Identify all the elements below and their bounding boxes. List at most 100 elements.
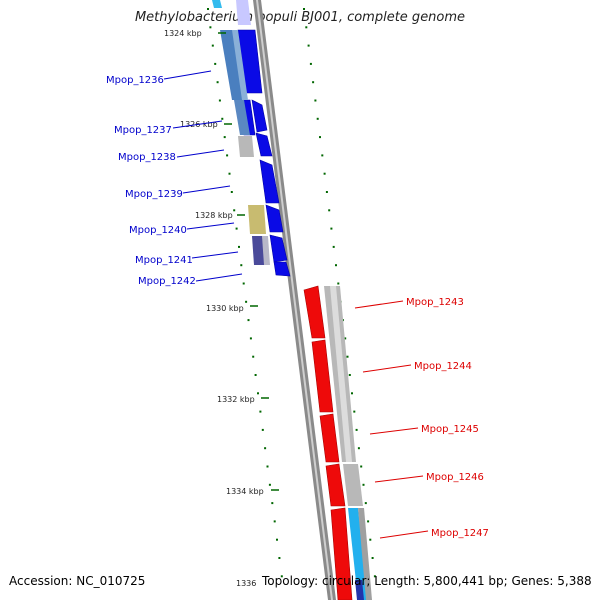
gene-label-mpop-1242[interactable]: Mpop_1242 <box>138 276 196 287</box>
tick-dot <box>332 245 335 248</box>
tick-dot <box>309 62 312 65</box>
forward-gene-labels: Mpop_1236 Mpop_1237 Mpop_1238 Mpop_1239 … <box>106 70 243 287</box>
tick-dot <box>323 172 326 175</box>
tick-dot <box>226 154 229 157</box>
tick-dot <box>235 227 238 230</box>
tick-dot <box>373 575 376 578</box>
tick-dot <box>278 557 281 559</box>
gene-arrow-mpop-1238[interactable] <box>255 132 273 157</box>
gene-label-mpop-1239[interactable]: Mpop_1239 <box>125 189 183 200</box>
leader-line-1246 <box>374 475 424 483</box>
gene-label-mpop-1244[interactable]: Mpop_1244 <box>414 361 472 372</box>
cds-box-1237 <box>234 100 250 135</box>
gene-arrow-mpop-1238a[interactable] <box>251 99 268 133</box>
gene-label-mpop-1236[interactable]: Mpop_1236 <box>106 75 164 86</box>
tick-dot <box>335 264 337 267</box>
tick-dot <box>211 44 214 47</box>
tick-dot <box>209 26 212 29</box>
tick-dot <box>273 520 276 523</box>
gene-label-mpop-1245[interactable]: Mpop_1245 <box>421 424 479 435</box>
gene-label-mpop-1243[interactable]: Mpop_1243 <box>406 297 464 308</box>
gene-label-mpop-1240[interactable]: Mpop_1240 <box>129 225 187 236</box>
tick-dot <box>328 209 331 212</box>
cds-box-1240 <box>248 205 266 234</box>
leader-line-1241 <box>191 251 239 259</box>
tick-dot <box>319 136 321 139</box>
cds-box-1247 <box>348 508 368 600</box>
tick-dot <box>357 447 360 450</box>
gene-label-mpop-1238[interactable]: Mpop_1238 <box>118 152 176 163</box>
tick-dot <box>360 465 363 468</box>
gene-arrow-mpop-1239[interactable] <box>259 159 280 204</box>
tick-dot <box>271 502 274 505</box>
gene-label-mpop-1246[interactable]: Mpop_1246 <box>426 472 484 483</box>
leader-line-1245 <box>369 427 419 435</box>
tick-dot <box>228 172 231 175</box>
cds-box-1241-light <box>262 236 270 265</box>
tick-dot <box>348 374 351 376</box>
cds-box-1238 <box>238 136 254 157</box>
tick-dot <box>245 300 248 303</box>
tick-dot <box>344 337 347 340</box>
gene-label-mpop-1247[interactable]: Mpop_1247 <box>431 528 489 539</box>
cds-box-1247-blue <box>355 580 364 600</box>
leader-line-1236 <box>163 70 212 80</box>
tick-dot <box>353 410 356 413</box>
tick-dot <box>216 81 219 84</box>
tick-dot <box>369 538 372 541</box>
tick-label-1330: 1330 kbp <box>206 304 244 313</box>
backbone-highlight <box>256 0 333 600</box>
map-title: Methylobacterium populi BJ001, complete … <box>134 10 466 25</box>
tick-label-1334: 1334 kbp <box>226 487 264 496</box>
tick-dot <box>371 557 374 559</box>
tick-dot <box>321 154 324 157</box>
tick-dot <box>367 520 370 523</box>
tick-label-1336: 1336 <box>236 579 256 588</box>
tick-dot <box>223 136 226 139</box>
tick-dot <box>314 99 317 102</box>
gene-label-mpop-1237[interactable]: Mpop_1237 <box>114 125 172 136</box>
gene-arrow-mpop-1243[interactable] <box>303 285 326 339</box>
tick-dot <box>364 502 367 505</box>
gene-arrow-top <box>236 0 251 25</box>
leader-line-1247 <box>379 530 429 539</box>
tick-dot <box>312 81 315 84</box>
gene-arrow-mpop-1245[interactable] <box>319 413 340 463</box>
tick-label-1328: 1328 kbp <box>195 211 233 220</box>
tick-dot <box>276 538 278 541</box>
tick-dot <box>233 209 236 212</box>
topology-text: Topology: circular; Length: 5,800,441 bp… <box>262 574 592 588</box>
tick-dot <box>221 117 224 120</box>
leader-line-1240 <box>186 222 235 230</box>
cds-box-1247-dark <box>358 508 372 600</box>
tick-dot <box>346 355 349 358</box>
leader-line-1238 <box>176 149 225 158</box>
gene-arrow-mpop-1240[interactable] <box>265 204 284 233</box>
gene-arrow-mpop-1247[interactable] <box>330 507 353 600</box>
gene-arrow-mpop-1242[interactable] <box>273 261 291 277</box>
forward-feature-track <box>220 30 270 265</box>
tick-dot <box>325 191 328 193</box>
gene-arrow-mpop-1244[interactable] <box>311 339 334 413</box>
tick-dot <box>214 62 217 65</box>
tick-dot <box>316 117 319 120</box>
tick-dot <box>247 319 250 322</box>
gene-arrow-mpop-1246[interactable] <box>325 463 346 507</box>
leader-line-1239 <box>182 185 231 194</box>
tick-dot <box>305 26 308 29</box>
reverse-feature-track <box>324 286 372 600</box>
tick-dot <box>351 392 353 395</box>
tick-dot <box>259 410 262 413</box>
tick-dot <box>238 245 240 248</box>
gene-label-mpop-1241[interactable]: Mpop_1241 <box>135 255 193 266</box>
reverse-gene-track <box>303 285 353 600</box>
tick-label-1332: 1332 kbp <box>217 395 255 404</box>
leader-line-1237 <box>172 120 223 129</box>
gene-arrow-mpop-1241[interactable] <box>269 234 288 263</box>
tick-dot <box>242 282 245 285</box>
forward-gene-track <box>212 0 291 277</box>
tick-rails <box>207 8 376 578</box>
tick-dot <box>207 8 209 10</box>
